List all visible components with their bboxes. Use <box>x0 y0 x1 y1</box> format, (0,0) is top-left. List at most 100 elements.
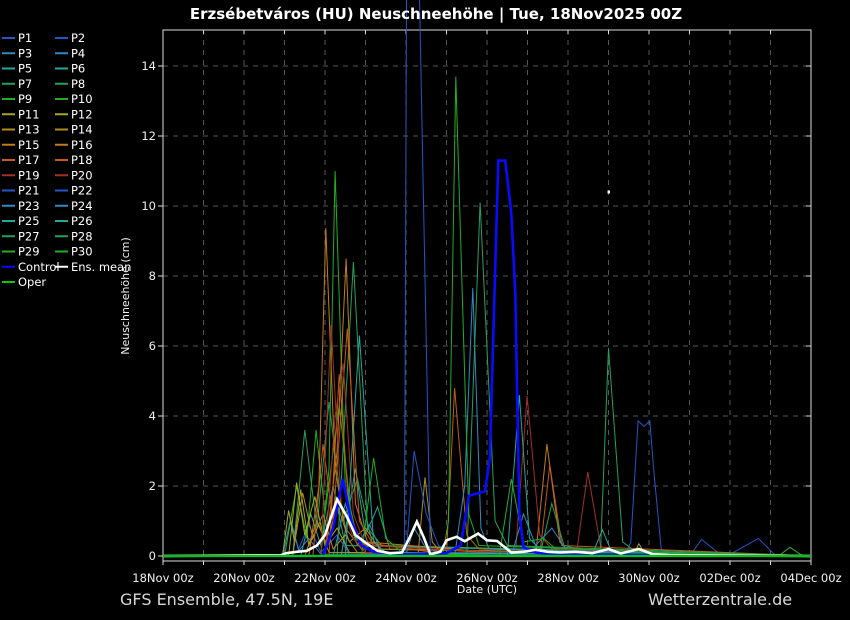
footer-brand: Wetterzentrale.de <box>648 590 792 609</box>
legend-label: P23 <box>18 199 40 213</box>
legend-label: P8 <box>71 77 85 91</box>
y-tick-label: 10 <box>141 199 156 213</box>
legend-label: P22 <box>71 184 93 198</box>
legend-item-p19: P19 <box>2 168 40 182</box>
y-axis-label: Neuschneehöhe (cm) <box>119 237 132 355</box>
legend-item-p17: P17 <box>2 153 40 167</box>
legend-label: P27 <box>18 229 40 243</box>
series-p13 <box>163 477 812 557</box>
legend-item-p27: P27 <box>2 229 40 243</box>
legend-item-p3: P3 <box>2 46 32 60</box>
legend-item-p5: P5 <box>2 62 32 76</box>
legend-label: Oper <box>18 275 46 289</box>
legend-item-p26: P26 <box>55 214 93 228</box>
legend-label: P7 <box>18 77 32 91</box>
x-tick-label: 30Nov 00z <box>618 571 679 585</box>
y-tick-label: 0 <box>149 549 156 563</box>
legend-item-p14: P14 <box>55 123 93 137</box>
series-p18 <box>163 328 812 557</box>
legend-item-p18: P18 <box>55 153 93 167</box>
legend-item-p22: P22 <box>55 184 93 198</box>
series-layer <box>162 0 812 558</box>
legend-label: Ens. mean <box>71 260 131 274</box>
legend-label: P17 <box>18 153 40 167</box>
legend-item-p29: P29 <box>2 245 40 259</box>
legend-label: P13 <box>18 123 40 137</box>
legend-label: P19 <box>18 168 40 182</box>
legend-label: Control <box>18 260 60 274</box>
legend-item-p2: P2 <box>55 31 85 45</box>
legend-label: P14 <box>71 123 93 137</box>
legend-item-p15: P15 <box>2 138 40 152</box>
y-tick-label: 12 <box>141 129 156 143</box>
legend-item-p13: P13 <box>2 123 40 137</box>
chart-title: Erzsébetváros (HU) Neuschneehöhe | Tue, … <box>190 5 682 24</box>
text-layer: Erzsébetváros (HU) Neuschneehöhe | Tue, … <box>119 5 842 609</box>
legend-label: P16 <box>71 138 93 152</box>
series-p29 <box>163 76 811 557</box>
legend-label: P2 <box>71 31 85 45</box>
x-tick-label: 24Nov 00z <box>375 571 436 585</box>
y-tick-label: 8 <box>149 269 156 283</box>
legend-label: P18 <box>71 153 93 167</box>
legend-item-p11: P11 <box>2 107 40 121</box>
legend-label: P11 <box>18 107 40 121</box>
x-axis-label: Date (UTC) <box>457 583 517 596</box>
legend-item-p8: P8 <box>55 77 85 91</box>
x-tick-label: 04Dec 00z <box>780 571 841 585</box>
legend-item-p21: P21 <box>2 184 40 198</box>
legend-item-p7: P7 <box>2 77 32 91</box>
series-control <box>163 159 812 558</box>
legend-item-p1: P1 <box>2 31 32 45</box>
legend-label: P25 <box>18 214 40 228</box>
legend-item-p25: P25 <box>2 214 40 228</box>
legend-label: P10 <box>71 92 93 106</box>
legend-item-p28: P28 <box>55 229 93 243</box>
legend-label: P4 <box>71 46 85 60</box>
legend-label: P1 <box>18 31 32 45</box>
legend-label: P5 <box>18 62 32 76</box>
x-tick-label: 20Nov 00z <box>213 571 274 585</box>
series-p26 <box>163 394 812 557</box>
x-tick-label: 28Nov 00z <box>537 571 598 585</box>
legend-item-p10: P10 <box>55 92 93 106</box>
legend-label: P26 <box>71 214 93 228</box>
frame-layer <box>158 29 812 565</box>
x-tick-label: 26Nov 00z <box>456 571 517 585</box>
artifact-dot <box>607 190 610 194</box>
legend-item-p30: P30 <box>55 245 93 259</box>
legend-label: P12 <box>71 107 93 121</box>
series-ens-mean <box>162 496 812 558</box>
legend-label: P20 <box>71 168 93 182</box>
y-tick-label: 6 <box>149 339 156 353</box>
legend-label: P24 <box>71 199 93 213</box>
legend-item-p12: P12 <box>55 107 93 121</box>
legend-item-ens-mean: Ens. mean <box>55 260 131 274</box>
x-tick-label: 18Nov 00z <box>132 571 193 585</box>
y-tick-label: 4 <box>149 409 156 423</box>
legend-item-p24: P24 <box>55 199 93 213</box>
legend-label: P30 <box>71 245 93 259</box>
legend-label: P15 <box>18 138 40 152</box>
legend-label: P28 <box>71 229 93 243</box>
x-tick-label: 02Dec 00z <box>699 571 760 585</box>
legend-item-p4: P4 <box>55 46 85 60</box>
legend-item-oper: Oper <box>2 275 46 289</box>
legend-label: P29 <box>18 245 40 259</box>
legend-item-control: Control <box>2 260 60 274</box>
legend-item-p23: P23 <box>2 199 40 213</box>
legend-item-p9: P9 <box>2 92 32 106</box>
x-tick-label: 22Nov 00z <box>294 571 355 585</box>
legend-label: P3 <box>18 46 32 60</box>
legend-label: P21 <box>18 184 40 198</box>
y-tick-label: 2 <box>149 479 156 493</box>
footer-model-info: GFS Ensemble, 47.5N, 19E <box>120 590 333 609</box>
y-tick-label: 14 <box>141 59 156 73</box>
legend-label: P9 <box>18 92 32 106</box>
legend-item-p6: P6 <box>55 62 85 76</box>
legend-item-p20: P20 <box>55 168 93 182</box>
legend-label: P6 <box>71 62 85 76</box>
